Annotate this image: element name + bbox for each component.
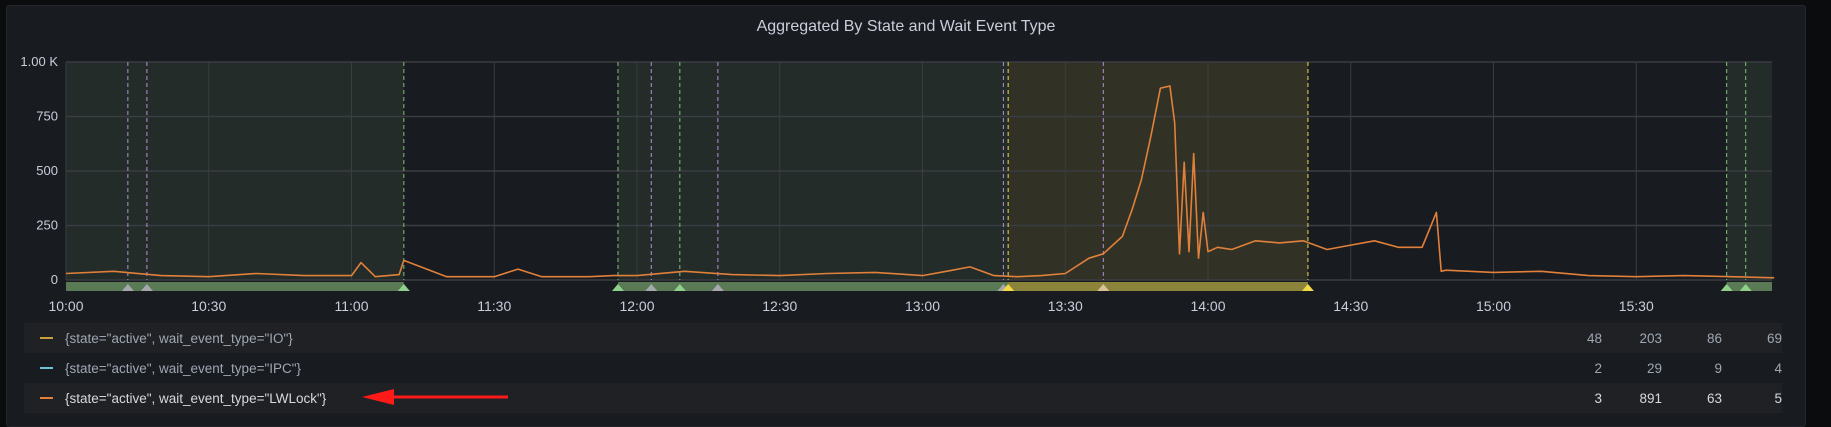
y-axis-tick-label: 250 [36,218,58,233]
y-axis-tick-label: 0 [51,272,58,287]
time-series-chart[interactable]: 0 250 500 750 1.00 K 10:00 10:30 11:00 11:30 12:0… [0,0,1831,320]
annotation-marker-icon[interactable] [611,284,624,291]
legend-value-current: 4 [1774,360,1782,376]
annotation-marker-icon[interactable] [711,284,724,291]
annotation-marker-icon[interactable] [1002,284,1015,291]
panel-title[interactable]: Aggregated By State and Wait Event Type [756,18,1056,35]
x-axis-tick-label: 12:30 [762,298,797,314]
x-axis-tick-label: 10:30 [191,298,226,314]
series-color-swatch [40,337,53,339]
annotation-marker-icon[interactable] [1720,284,1733,291]
annotation-marker-icon[interactable] [673,284,686,291]
annotation-region-bar[interactable] [66,282,404,291]
legend-value-max: 891 [1639,390,1662,406]
legend-label[interactable]: {state="active", wait_event_type="IO"} [65,330,293,346]
annotation-marker-icon[interactable] [645,284,658,291]
legend-item-io[interactable]: {state="active", wait_event_type="IO"} 4… [24,323,1782,353]
x-axis-tick-label: 12:00 [619,298,654,314]
y-axis-tick-label: 1.00 K [20,54,58,69]
x-axis-tick-label: 15:00 [1476,298,1511,314]
annotation-marker-icon[interactable] [1739,284,1752,291]
annotation-region-bar[interactable] [617,282,1009,291]
annotation-marker-icon[interactable] [140,284,153,291]
legend-values: 3 891 63 5 [1542,391,1782,406]
x-axis-tick-label: 13:00 [905,298,940,314]
legend-value-avg: 9 [1714,360,1722,376]
red-arrow-annotation-icon [362,389,508,405]
annotation-marker-icon[interactable] [1097,284,1110,291]
annotation-marker-icon[interactable] [1301,284,1314,291]
legend-value-avg: 86 [1706,330,1722,346]
annotation-marker-icon[interactable] [121,284,134,291]
annotation-region-bar[interactable] [1008,282,1308,291]
series-color-swatch [40,397,53,399]
x-axis-tick-label: 13:30 [1048,298,1083,314]
x-axis-tick-label: 15:30 [1619,298,1654,314]
series-line-lwlock[interactable] [65,85,1775,279]
x-axis-tick-label: 14:30 [1333,298,1368,314]
legend-value-avg: 63 [1706,390,1722,406]
legend-value-max: 29 [1646,360,1662,376]
legend-value-current: 5 [1774,390,1782,406]
legend-label[interactable]: {state="active", wait_event_type="IPC"} [65,360,302,376]
x-axis-tick-label: 11:30 [477,298,511,314]
legend-label[interactable]: {state="active", wait_event_type="LWLock… [65,390,327,406]
y-axis-tick-label: 500 [36,163,58,178]
series-color-swatch [40,367,53,369]
y-axis-tick-label: 750 [36,109,58,124]
annotation-region-bar[interactable] [1726,282,1772,291]
annotation-marker-icon[interactable] [397,284,410,291]
legend-values: 48 203 86 69 [1542,331,1782,346]
legend-value-min: 48 [1586,330,1602,346]
graph-panel: Aggregated By State and Wait Event Type [6,5,1806,427]
legend-item-ipc[interactable]: {state="active", wait_event_type="IPC"} … [24,353,1782,383]
legend-value-max: 203 [1639,330,1662,346]
legend-value-min: 3 [1594,390,1602,406]
legend-item-lwlock[interactable]: {state="active", wait_event_type="LWLock… [24,383,1782,413]
x-axis-tick-label: 10:00 [48,298,83,314]
legend-value-min: 2 [1594,360,1602,376]
x-axis-tick-label: 14:00 [1190,298,1225,314]
legend-values: 2 29 9 4 [1542,361,1782,376]
legend-value-current: 69 [1766,330,1782,346]
x-axis-tick-label: 11:00 [335,298,369,314]
